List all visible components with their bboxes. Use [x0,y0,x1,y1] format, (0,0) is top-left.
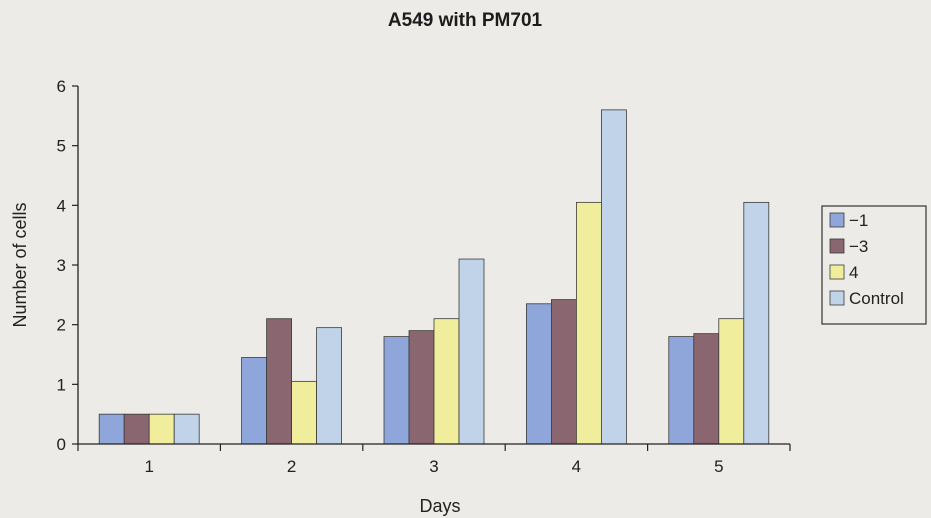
x-axis-label: Days [419,496,460,516]
bar [123,413,150,445]
x-tick-label: 5 [714,457,723,476]
chart-title: A549 with PM701 [388,10,543,31]
legend-swatch [829,212,845,228]
bar [316,327,343,445]
legend: −1 −3 4 Control [821,205,927,325]
y-tick-label: 5 [57,137,66,156]
bar [743,201,770,445]
bar [241,357,268,445]
y-axis-label: Number of cells [10,202,30,327]
bar [433,318,460,445]
x-tick-label: 4 [572,457,581,476]
bar [148,413,175,445]
legend-swatch [829,290,845,306]
bar [718,318,745,445]
bar [266,318,293,445]
y-tick-label: 2 [57,316,66,335]
bar [526,303,552,445]
bar [291,380,318,445]
plot-area: 0 1 2 3 4 5 6 1 2 3 4 5 [57,77,791,476]
y-tick-label: 4 [57,196,66,215]
bar [98,413,125,445]
bar [693,333,720,445]
legend-swatch [829,238,845,254]
legend-label: −3 [849,237,868,256]
legend-swatch [829,264,845,280]
y-tick-label: 3 [57,256,66,275]
bar [173,413,200,445]
x-tick-label: 1 [144,457,153,476]
bar [458,258,485,445]
bar [408,330,435,445]
legend-label: −1 [849,211,868,230]
x-tick-label: 3 [429,457,438,476]
bar [576,201,602,445]
x-tick-label: 2 [287,457,296,476]
bar [383,336,410,445]
bar [668,336,695,445]
bar [551,299,577,445]
y-tick-label: 6 [57,77,66,96]
bar [601,109,627,445]
legend-label: 4 [849,263,858,282]
legend-label: Control [849,289,904,308]
y-tick-label: 0 [57,435,66,454]
y-tick-label: 1 [57,375,66,394]
